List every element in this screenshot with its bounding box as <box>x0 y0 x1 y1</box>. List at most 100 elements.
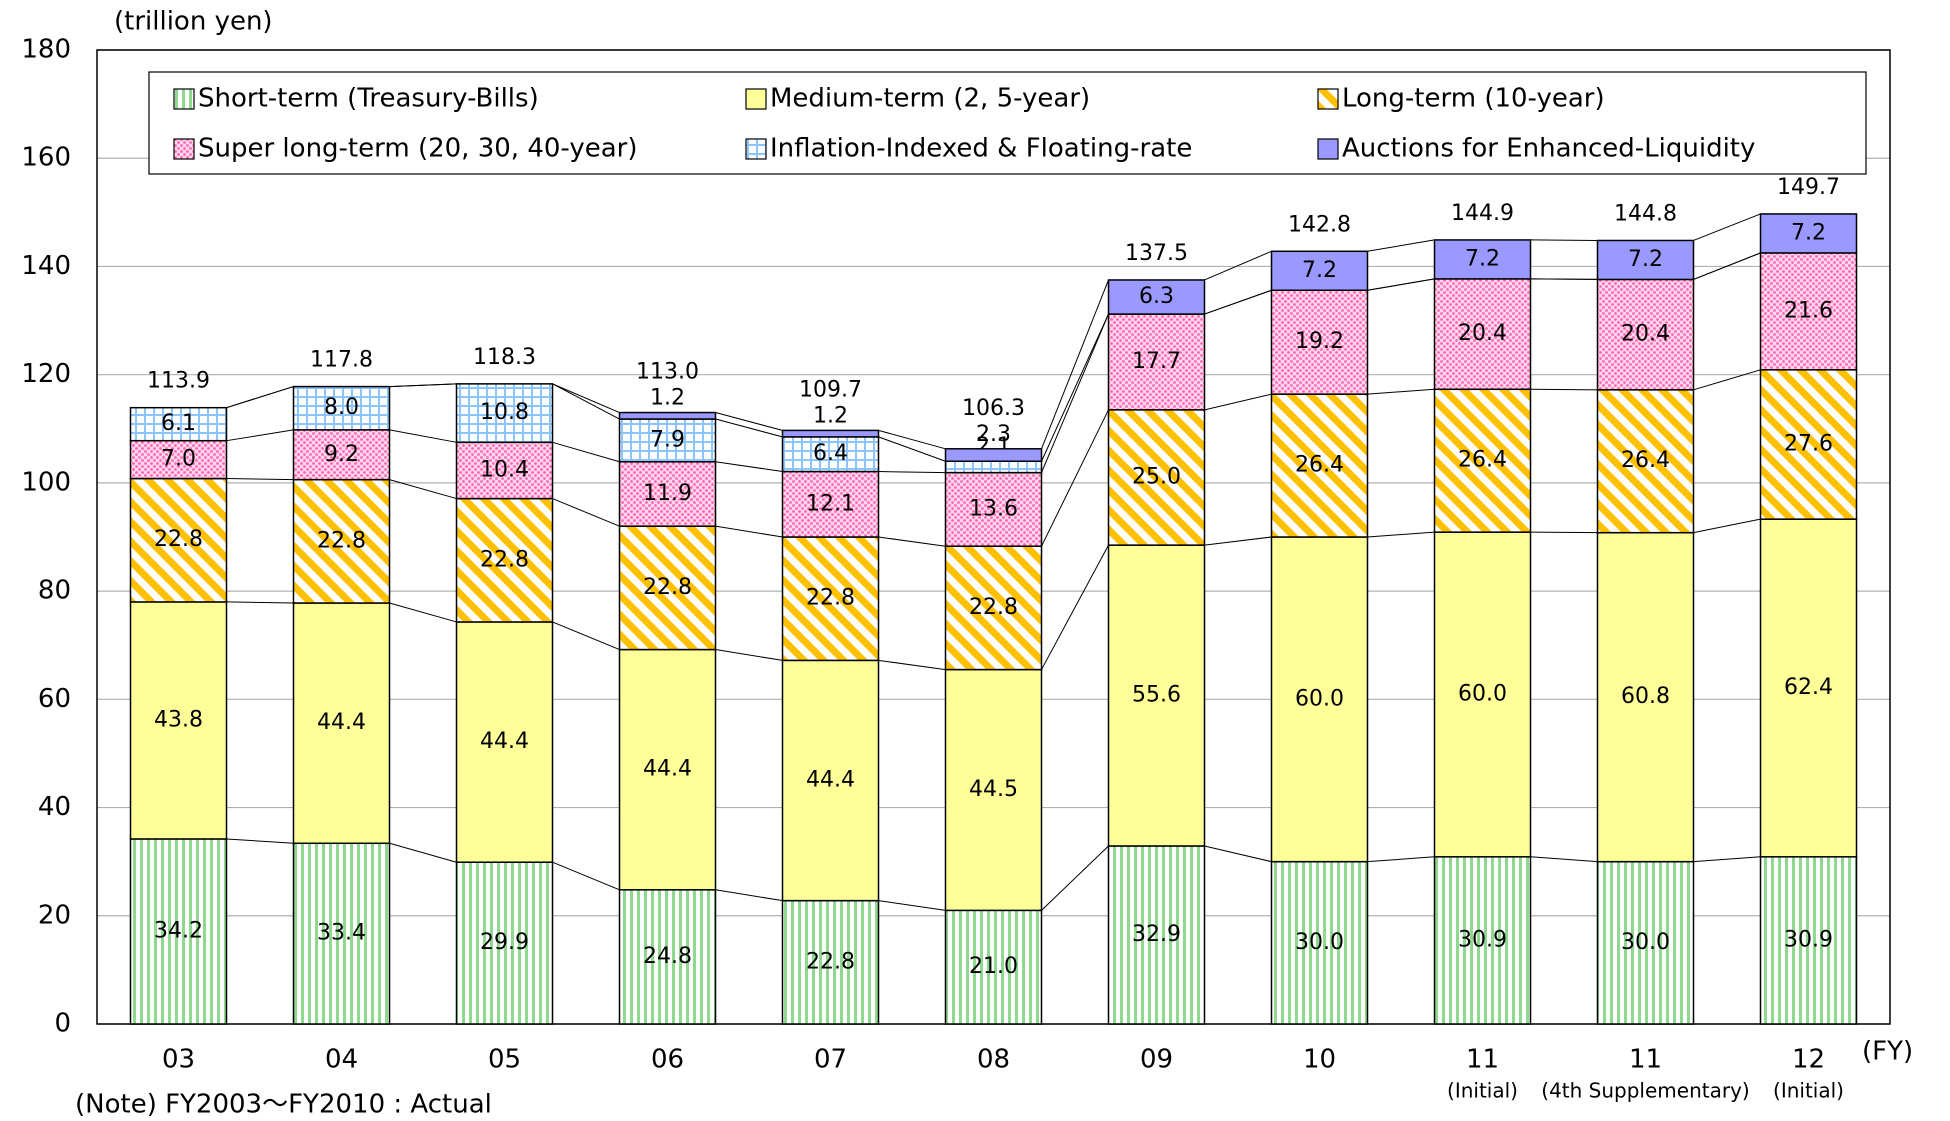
value-label: 13.6 <box>969 496 1018 521</box>
connector-line <box>389 383 457 388</box>
value-label: 7.2 <box>1465 246 1500 271</box>
connector-line <box>715 649 783 661</box>
connector-line <box>1041 279 1109 449</box>
bar-segment <box>781 899 880 1025</box>
connector-line <box>1204 289 1272 315</box>
total-label: 149.7 <box>1777 175 1840 200</box>
value-label: 55.6 <box>1132 683 1181 708</box>
bar-segment <box>1759 369 1858 520</box>
x-tick-label: 08 <box>977 1045 1010 1075</box>
connector-line <box>226 478 294 481</box>
bar-segment <box>1759 252 1858 371</box>
value-label: 17.7 <box>1132 349 1181 374</box>
legend-label: Long-term (10-year) <box>1342 84 1605 114</box>
connector-line <box>715 412 783 431</box>
connector-line <box>1367 278 1435 291</box>
value-label: 44.4 <box>806 768 855 793</box>
bar-segment <box>944 448 1043 462</box>
bar-segment <box>618 889 717 1025</box>
value-label: 27.6 <box>1784 431 1833 456</box>
connector-line <box>1204 250 1272 281</box>
bar-segment <box>618 648 717 891</box>
x-unit-label: (FY) <box>1862 1037 1913 1067</box>
connector-line <box>878 436 946 462</box>
connector-line <box>1693 369 1761 391</box>
y-tick-label: 60 <box>38 684 71 714</box>
connector-line <box>1530 278 1598 280</box>
bar-segment <box>1596 531 1695 863</box>
connector-line <box>1204 536 1272 546</box>
x-sublabel: (Initial) <box>1773 1079 1844 1103</box>
bar-segment <box>944 460 1043 474</box>
value-label: 21.6 <box>1784 298 1833 323</box>
value-label: 7.2 <box>1791 220 1826 245</box>
x-tick-label: 11 <box>1629 1045 1662 1075</box>
value-label: 7.2 <box>1628 247 1663 272</box>
bar-segment <box>781 659 880 902</box>
y-tick-label: 120 <box>21 359 71 389</box>
bar-segment <box>1433 388 1532 533</box>
bar-segment <box>781 470 880 538</box>
value-label: 26.4 <box>1621 448 1670 473</box>
value-label: 44.4 <box>643 757 692 782</box>
bar-segment <box>1270 393 1369 538</box>
value-label: 33.4 <box>317 921 366 946</box>
y-tick-label: 80 <box>38 576 71 606</box>
connector-line <box>1367 856 1435 863</box>
bar-segment <box>1270 289 1369 395</box>
bar-segment <box>292 478 391 604</box>
value-label: 6.1 <box>161 411 196 436</box>
connector-line <box>1367 239 1435 252</box>
x-tick-label: 12 <box>1792 1045 1825 1075</box>
bar-segment <box>618 418 717 463</box>
bar-segment <box>618 525 717 651</box>
connector-line <box>226 386 294 409</box>
connector-line <box>1367 388 1435 395</box>
x-tick-label: 09 <box>1140 1045 1173 1075</box>
value-label: 22.8 <box>969 595 1018 620</box>
legend-swatch <box>745 138 767 160</box>
value-label: 20.4 <box>1621 322 1670 347</box>
value-label: 22.8 <box>480 547 529 572</box>
x-tick-label: 06 <box>651 1045 684 1075</box>
total-label: 113.0 <box>636 360 699 385</box>
connector-line <box>1041 313 1109 473</box>
bar-segment <box>1270 250 1369 292</box>
y-tick-label: 180 <box>21 35 71 65</box>
connector-line <box>878 659 946 671</box>
bar-segment <box>1107 544 1206 847</box>
legend-swatch <box>745 88 767 110</box>
legend-label: Auctions for Enhanced-Liquidity <box>1342 134 1755 164</box>
connector-line <box>389 602 457 623</box>
bar-segment <box>455 861 554 1025</box>
legend-swatch <box>173 138 195 160</box>
value-label: 9.2 <box>324 442 359 467</box>
value-label: 19.2 <box>1295 329 1344 354</box>
value-label: 44.4 <box>480 729 529 754</box>
legend-label: Inflation-Indexed & Floating-rate <box>770 134 1192 164</box>
value-label: 60.0 <box>1458 681 1507 706</box>
value-label: 22.8 <box>643 575 692 600</box>
bar-segment <box>1596 860 1695 1025</box>
connector-line <box>389 429 457 443</box>
total-label: 117.8 <box>310 348 373 373</box>
bar-segment <box>1596 389 1695 534</box>
bar-segment <box>129 838 228 1025</box>
total-label: 113.9 <box>147 369 210 394</box>
connector-line <box>1041 409 1109 547</box>
connector-line <box>226 429 294 442</box>
x-tick-label: 05 <box>488 1045 521 1075</box>
connector-line <box>552 441 620 463</box>
bar-segment <box>292 385 391 431</box>
value-label: 1.2 <box>650 386 685 411</box>
value-label: 2.3 <box>976 422 1011 447</box>
bar-segment <box>1433 856 1532 1025</box>
total-label: 144.8 <box>1614 201 1677 226</box>
x-tick-label: 11 <box>1466 1045 1499 1075</box>
y-tick-label: 20 <box>38 900 71 930</box>
bar-segment <box>455 441 554 500</box>
bar-segment <box>455 497 554 623</box>
bar-segment <box>944 471 1043 547</box>
y-tick-label: 40 <box>38 792 71 822</box>
